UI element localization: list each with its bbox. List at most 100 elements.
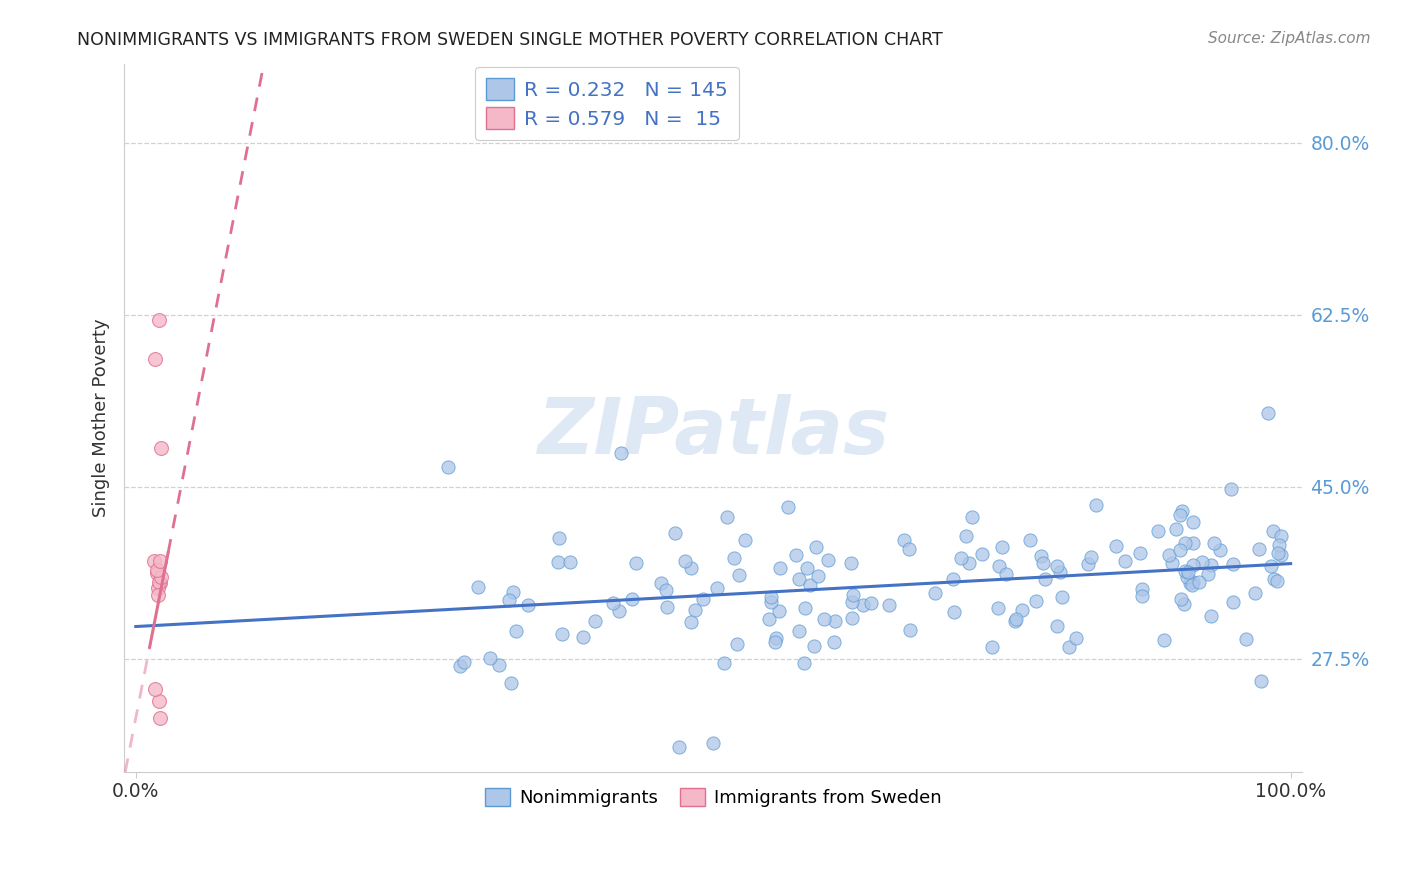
Point xyxy=(1182,574,1205,589)
Point xyxy=(146,588,169,602)
Point xyxy=(787,624,810,638)
Point xyxy=(621,591,644,606)
Point xyxy=(1222,594,1244,608)
Point xyxy=(547,555,569,569)
Point xyxy=(841,595,863,609)
Point xyxy=(655,600,678,615)
Point xyxy=(1175,570,1198,584)
Point xyxy=(149,554,172,568)
Point xyxy=(942,572,965,586)
Point xyxy=(980,640,1002,654)
Point xyxy=(558,556,581,570)
Point xyxy=(1019,533,1042,547)
Point xyxy=(572,630,595,644)
Point xyxy=(1265,574,1288,588)
Point xyxy=(706,581,728,595)
Point xyxy=(498,593,520,607)
Point xyxy=(1208,543,1230,558)
Point xyxy=(813,612,835,626)
Point xyxy=(1268,538,1291,552)
Point xyxy=(1004,614,1026,628)
Point xyxy=(1177,566,1199,580)
Point xyxy=(842,588,865,602)
Point xyxy=(970,548,993,562)
Point xyxy=(955,529,977,543)
Point xyxy=(957,556,980,570)
Point xyxy=(624,556,647,570)
Point xyxy=(1025,593,1047,607)
Point xyxy=(1029,549,1052,564)
Point xyxy=(924,586,946,600)
Point xyxy=(551,627,574,641)
Point xyxy=(796,561,818,575)
Point xyxy=(1174,535,1197,549)
Point xyxy=(683,602,706,616)
Point xyxy=(1011,603,1033,617)
Point xyxy=(763,635,786,649)
Point xyxy=(1199,558,1222,572)
Point xyxy=(1222,558,1244,572)
Point xyxy=(1178,576,1201,591)
Point xyxy=(143,554,166,568)
Point xyxy=(149,711,172,725)
Point xyxy=(655,582,678,597)
Point xyxy=(734,533,756,547)
Point xyxy=(488,657,510,672)
Point xyxy=(960,510,983,524)
Point xyxy=(1174,564,1197,578)
Point xyxy=(1204,536,1226,550)
Point xyxy=(148,575,170,590)
Point xyxy=(716,510,738,524)
Point xyxy=(1147,524,1170,539)
Point xyxy=(149,576,172,591)
Point xyxy=(668,740,690,755)
Point xyxy=(817,552,839,566)
Point xyxy=(942,605,965,619)
Point xyxy=(1157,548,1180,562)
Point xyxy=(824,614,846,628)
Point xyxy=(1234,632,1257,647)
Point xyxy=(841,611,863,625)
Point xyxy=(1080,549,1102,564)
Point xyxy=(1059,640,1081,654)
Point xyxy=(1267,546,1289,560)
Point xyxy=(1105,539,1128,553)
Point xyxy=(436,460,458,475)
Point xyxy=(146,581,169,595)
Point xyxy=(1049,565,1071,579)
Point xyxy=(1046,619,1069,633)
Point xyxy=(778,500,800,514)
Point xyxy=(1114,554,1136,568)
Point xyxy=(673,554,696,568)
Point xyxy=(1263,572,1285,586)
Point xyxy=(478,651,501,665)
Point xyxy=(501,675,523,690)
Text: Source: ZipAtlas.com: Source: ZipAtlas.com xyxy=(1208,31,1371,46)
Point xyxy=(803,639,825,653)
Point xyxy=(1168,508,1191,523)
Point xyxy=(759,595,782,609)
Point xyxy=(145,352,167,367)
Point xyxy=(1033,572,1056,586)
Point xyxy=(1166,522,1188,536)
Point xyxy=(1170,592,1192,607)
Point xyxy=(1173,597,1195,611)
Point xyxy=(893,533,915,547)
Point xyxy=(877,598,900,612)
Point xyxy=(1129,546,1152,560)
Point xyxy=(785,548,807,562)
Point xyxy=(759,590,782,604)
Point xyxy=(583,615,606,629)
Point xyxy=(679,615,702,630)
Point xyxy=(1219,482,1241,496)
Point xyxy=(664,525,686,540)
Point xyxy=(517,598,540,612)
Point xyxy=(768,604,790,618)
Point xyxy=(988,558,1011,573)
Point xyxy=(991,540,1014,554)
Point xyxy=(1130,582,1153,596)
Point xyxy=(765,631,787,645)
Point xyxy=(898,624,921,638)
Point xyxy=(806,540,828,554)
Point xyxy=(713,656,735,670)
